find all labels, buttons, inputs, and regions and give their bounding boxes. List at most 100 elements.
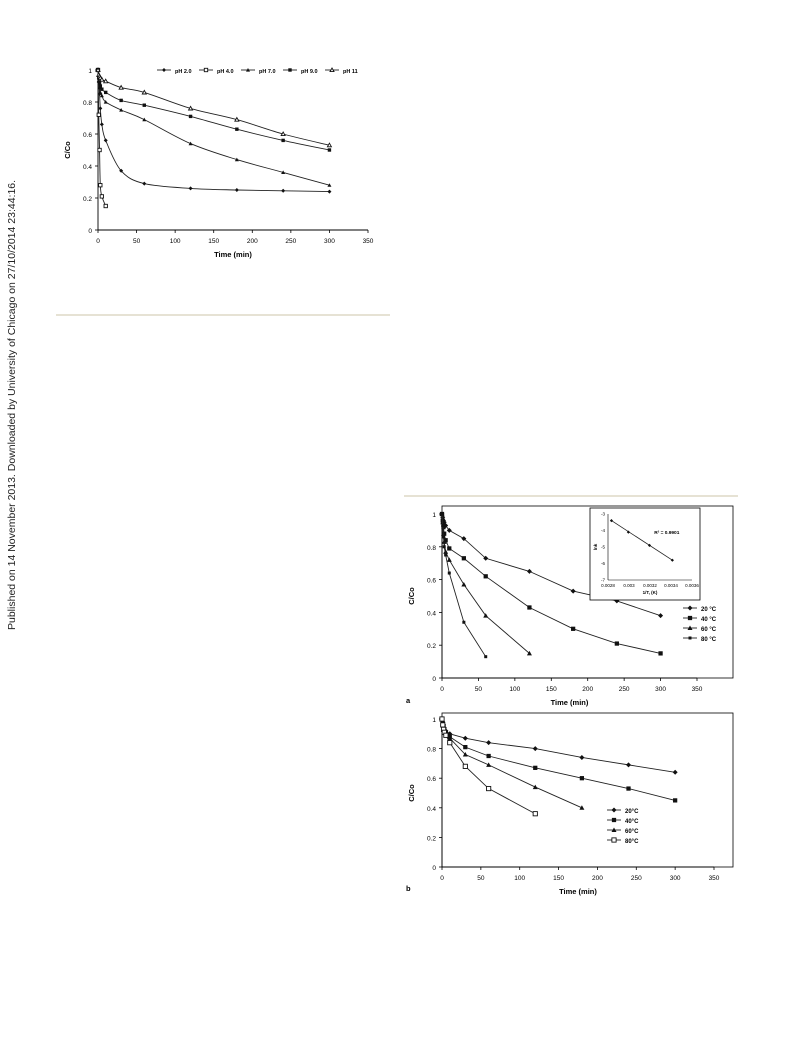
inset-x-tick-label: 0.0034	[664, 583, 678, 588]
legend-marker	[611, 817, 617, 823]
inset-y-tick-label: -5	[601, 545, 605, 550]
panel-label: b	[406, 884, 411, 893]
inset-x-tick-label: 0.003	[623, 583, 635, 588]
data-point	[483, 555, 489, 561]
y-tick-label: 0.2	[427, 835, 436, 842]
y-tick-label: 0.4	[427, 806, 436, 813]
legend-item: 20°C	[607, 807, 639, 815]
legend-marker	[162, 68, 166, 72]
data-point	[102, 78, 109, 84]
data-point	[327, 189, 332, 194]
legend-marker	[687, 615, 693, 621]
data-point	[103, 138, 108, 143]
series-3	[96, 68, 332, 152]
inset-y-tick-label: -6	[601, 561, 605, 566]
y-tick-label: 0.8	[427, 545, 436, 552]
data-point	[486, 762, 492, 767]
inset-y-axis-label: lnk	[593, 543, 598, 550]
divider-left	[56, 314, 390, 316]
data-point	[99, 122, 104, 127]
data-point	[579, 805, 585, 810]
y-tick-label: 0	[432, 865, 436, 872]
data-point	[440, 512, 444, 516]
data-point	[446, 527, 452, 533]
x-tick-label: 100	[509, 686, 520, 693]
x-tick-label: 0	[96, 238, 100, 245]
data-point	[532, 784, 538, 790]
legend-label: 40°C	[625, 819, 639, 825]
data-point	[443, 538, 448, 543]
data-point	[447, 571, 451, 575]
legend-label: 80°C	[625, 839, 639, 845]
legend-label: pH 4.0	[217, 69, 234, 75]
legend-item: 80 °C	[683, 636, 717, 643]
data-point	[672, 769, 678, 775]
inset-x-tick-label: 0.0028	[601, 583, 615, 588]
x-tick-label: 50	[475, 686, 483, 693]
data-point	[142, 181, 147, 186]
x-axis-label: Time (min)	[214, 250, 252, 259]
divider-right	[404, 495, 738, 497]
legend-marker	[329, 67, 335, 73]
data-point	[98, 90, 103, 94]
data-point	[463, 744, 468, 750]
data-point	[447, 735, 453, 741]
data-point	[673, 798, 678, 803]
legend-marker	[611, 837, 617, 843]
y-tick-label: 0.2	[83, 196, 92, 203]
data-point	[462, 763, 468, 769]
data-point	[280, 131, 286, 137]
data-point	[141, 89, 148, 95]
data-point	[462, 752, 468, 757]
data-point	[97, 147, 102, 153]
x-tick-label: 150	[546, 686, 557, 693]
data-point	[444, 553, 448, 557]
data-point	[579, 776, 585, 781]
y-axis-label: C/Co	[407, 784, 416, 802]
legend-item: 80°C	[607, 837, 639, 845]
y-tick-label: 0.4	[427, 610, 436, 617]
series-2	[439, 716, 585, 810]
inset-data-point	[670, 558, 674, 562]
data-point	[234, 188, 239, 192]
inset-y-tick-label: -3	[601, 512, 605, 517]
inset-frame	[589, 507, 701, 601]
data-point	[439, 716, 445, 722]
data-point	[119, 108, 124, 112]
series-1	[439, 716, 678, 803]
series-3	[440, 512, 488, 659]
legend-label: 60°C	[625, 829, 639, 835]
legend-item: 60°C	[607, 827, 639, 835]
legend-label: 80 °C	[701, 637, 717, 643]
x-axis-label: Time (min)	[559, 887, 597, 896]
y-tick-label: 0.6	[427, 776, 436, 783]
data-point	[103, 203, 108, 209]
x-tick-label: 200	[592, 875, 603, 882]
data-point	[533, 765, 538, 770]
inset-y-tick-label: -4	[601, 528, 605, 533]
y-axis-label: C/Co	[407, 587, 416, 605]
data-point	[571, 626, 576, 631]
data-point	[99, 194, 105, 199]
plot-frame	[441, 712, 734, 868]
data-point	[658, 613, 664, 619]
data-point	[98, 84, 103, 88]
legend-marker	[611, 807, 617, 813]
legend-label: 20 °C	[701, 607, 717, 613]
chart-temperature-b: 0 50 100 150 200 250 300 350 0 0.2 0.4 0.6 0.8 1 Time …	[406, 712, 734, 896]
data-point	[98, 106, 103, 111]
legend-label: pH 2.0	[175, 69, 192, 75]
data-point	[281, 138, 285, 143]
x-tick-label: 350	[692, 686, 703, 693]
chart-temperature-a: 0 50 100 150 200 250 300 350 0 0.2 0.4 0.6 0.8 1 Time …	[406, 505, 734, 707]
data-point	[327, 183, 332, 187]
data-point	[118, 84, 124, 90]
x-tick-label: 350	[363, 238, 374, 245]
x-tick-label: 300	[655, 686, 666, 693]
x-tick-label: 300	[670, 875, 681, 882]
series-line	[441, 718, 676, 773]
data-point	[326, 142, 333, 148]
data-point	[188, 141, 193, 146]
inset-x-tick-label: 0.0032	[643, 583, 657, 588]
data-point	[327, 148, 332, 152]
